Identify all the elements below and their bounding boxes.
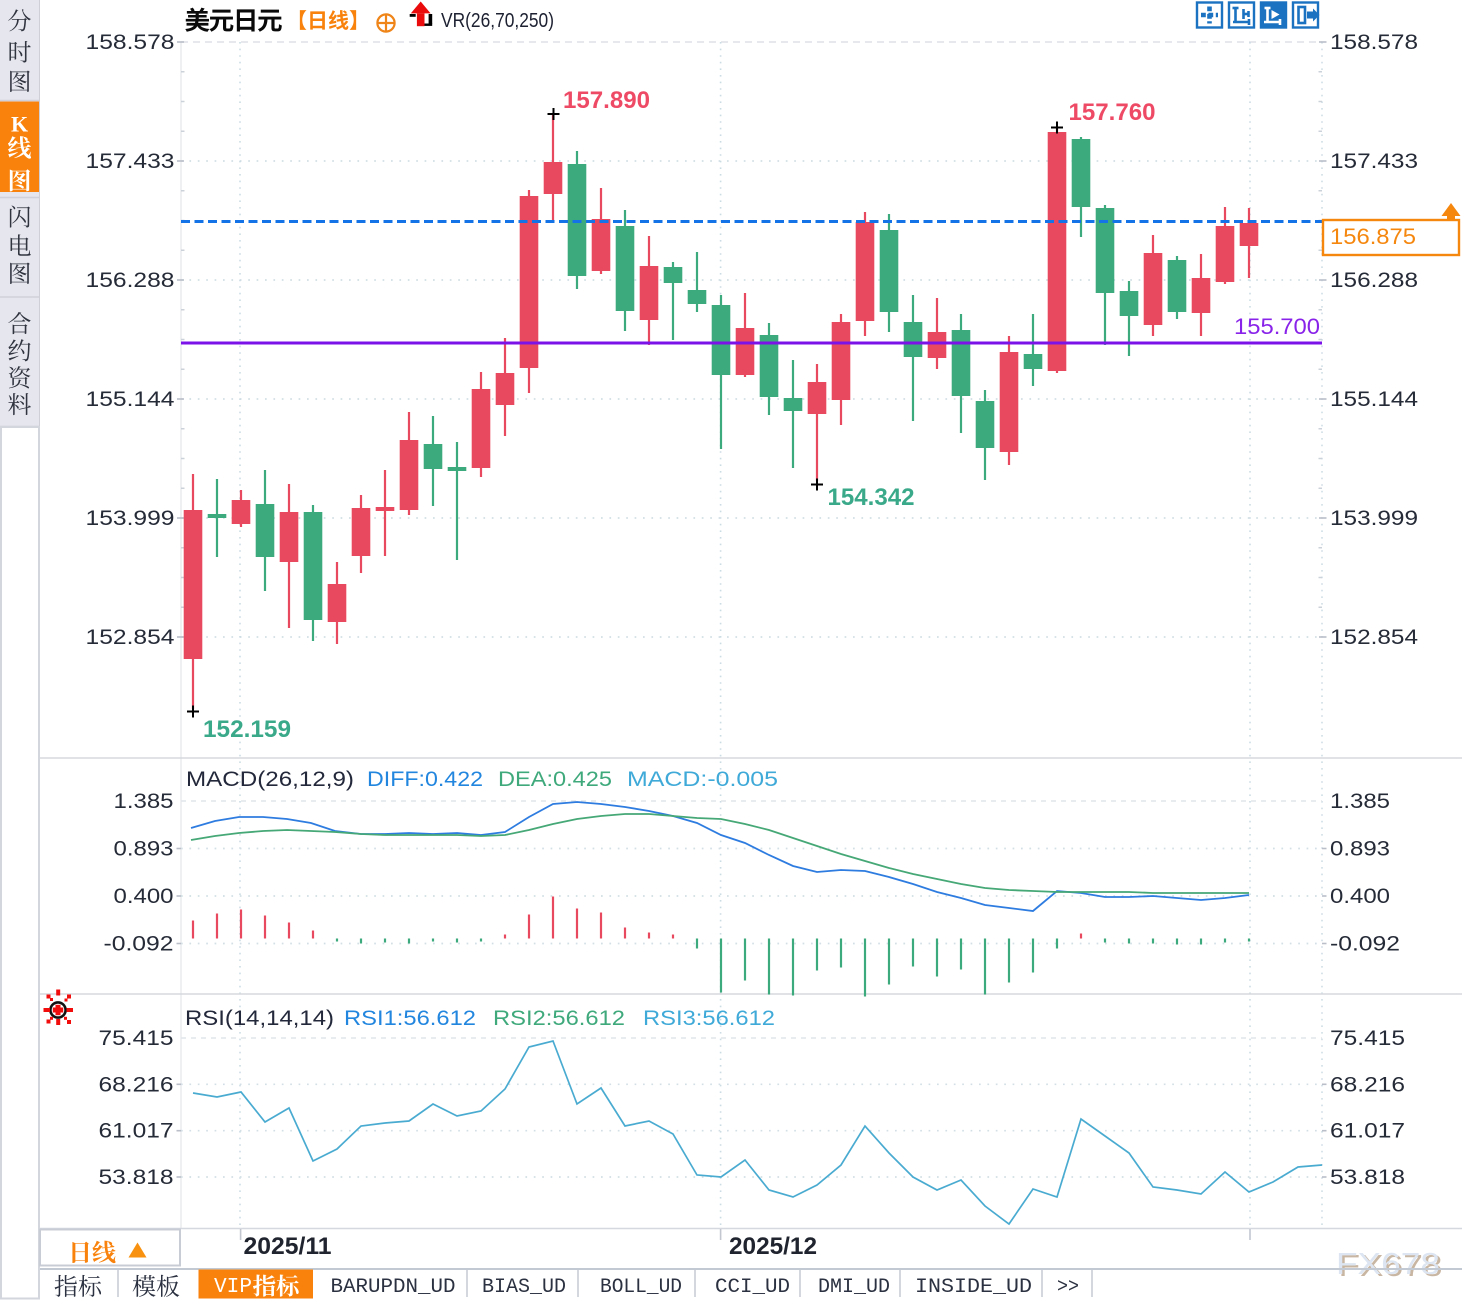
svg-text:VIP: VIP	[214, 1276, 252, 1299]
svg-text:158.578: 158.578	[86, 31, 175, 54]
svg-text:BIAS_UD: BIAS_UD	[482, 1276, 566, 1299]
svg-text:156.875: 156.875	[1330, 224, 1416, 249]
svg-text:0.400: 0.400	[1330, 885, 1390, 908]
svg-text:152.854: 152.854	[1330, 626, 1418, 649]
svg-text:BOLL_UD: BOLL_UD	[600, 1276, 682, 1299]
svg-text:0.400: 0.400	[114, 885, 174, 908]
svg-text:-0.092: -0.092	[104, 933, 174, 956]
svg-text:157.890: 157.890	[563, 87, 650, 114]
svg-text:157.433: 157.433	[1330, 150, 1418, 173]
svg-text:RSI3:56.612: RSI3:56.612	[643, 1007, 775, 1030]
svg-text:154.342: 154.342	[828, 484, 915, 511]
svg-text:FX678: FX678	[1336, 1246, 1440, 1281]
svg-text:157.760: 157.760	[1069, 99, 1156, 126]
svg-text:0.893: 0.893	[1330, 838, 1390, 861]
svg-text:53.818: 53.818	[99, 1166, 174, 1189]
svg-text:K: K	[11, 111, 28, 136]
svg-text:152.854: 152.854	[86, 626, 175, 649]
svg-text:1.385: 1.385	[1330, 790, 1390, 813]
svg-text:BARUPDN_UD: BARUPDN_UD	[331, 1276, 456, 1299]
svg-text:68.216: 68.216	[99, 1073, 174, 1096]
svg-text:153.999: 153.999	[1330, 507, 1418, 530]
svg-text:DEA:0.425: DEA:0.425	[498, 768, 612, 791]
svg-text:CCI_UD: CCI_UD	[715, 1276, 790, 1299]
svg-text:INSIDE_UD: INSIDE_UD	[915, 1276, 1032, 1299]
svg-text:1.385: 1.385	[114, 790, 174, 813]
svg-text:155.144: 155.144	[86, 388, 175, 411]
svg-text:61.017: 61.017	[1330, 1120, 1405, 1143]
svg-text:155.700: 155.700	[1234, 314, 1320, 339]
svg-text:155.144: 155.144	[1330, 388, 1418, 411]
svg-text:61.017: 61.017	[99, 1120, 174, 1143]
svg-text:-0.092: -0.092	[1330, 933, 1400, 956]
svg-text:RSI2:56.612: RSI2:56.612	[493, 1007, 625, 1030]
svg-text:68.216: 68.216	[1330, 1073, 1405, 1096]
svg-text:DIFF:0.422: DIFF:0.422	[367, 768, 483, 791]
svg-text:>>: >>	[1057, 1276, 1079, 1299]
svg-text:75.415: 75.415	[99, 1027, 174, 1050]
svg-text:152.159: 152.159	[203, 716, 291, 743]
svg-text:157.433: 157.433	[86, 150, 175, 173]
svg-text:158.578: 158.578	[1330, 31, 1418, 54]
svg-text:2025/12: 2025/12	[729, 1233, 817, 1260]
svg-text:53.818: 53.818	[1330, 1166, 1405, 1189]
svg-text:2025/11: 2025/11	[244, 1233, 332, 1260]
svg-text:0.893: 0.893	[114, 838, 174, 861]
svg-text:RSI1:56.612: RSI1:56.612	[344, 1007, 476, 1030]
svg-text:DMI_UD: DMI_UD	[818, 1276, 890, 1299]
svg-text:MACD:-0.005: MACD:-0.005	[627, 768, 778, 791]
svg-text:RSI(14,14,14): RSI(14,14,14)	[185, 1007, 334, 1030]
svg-text:153.999: 153.999	[86, 507, 175, 530]
svg-text:FX678: FX678	[1339, 1248, 1443, 1283]
svg-text:VR(26,70,250): VR(26,70,250)	[441, 10, 554, 32]
svg-text:156.288: 156.288	[86, 269, 175, 292]
svg-text:75.415: 75.415	[1330, 1027, 1405, 1050]
svg-text:156.288: 156.288	[1330, 269, 1418, 292]
svg-text:MACD(26,12,9): MACD(26,12,9)	[186, 768, 354, 791]
